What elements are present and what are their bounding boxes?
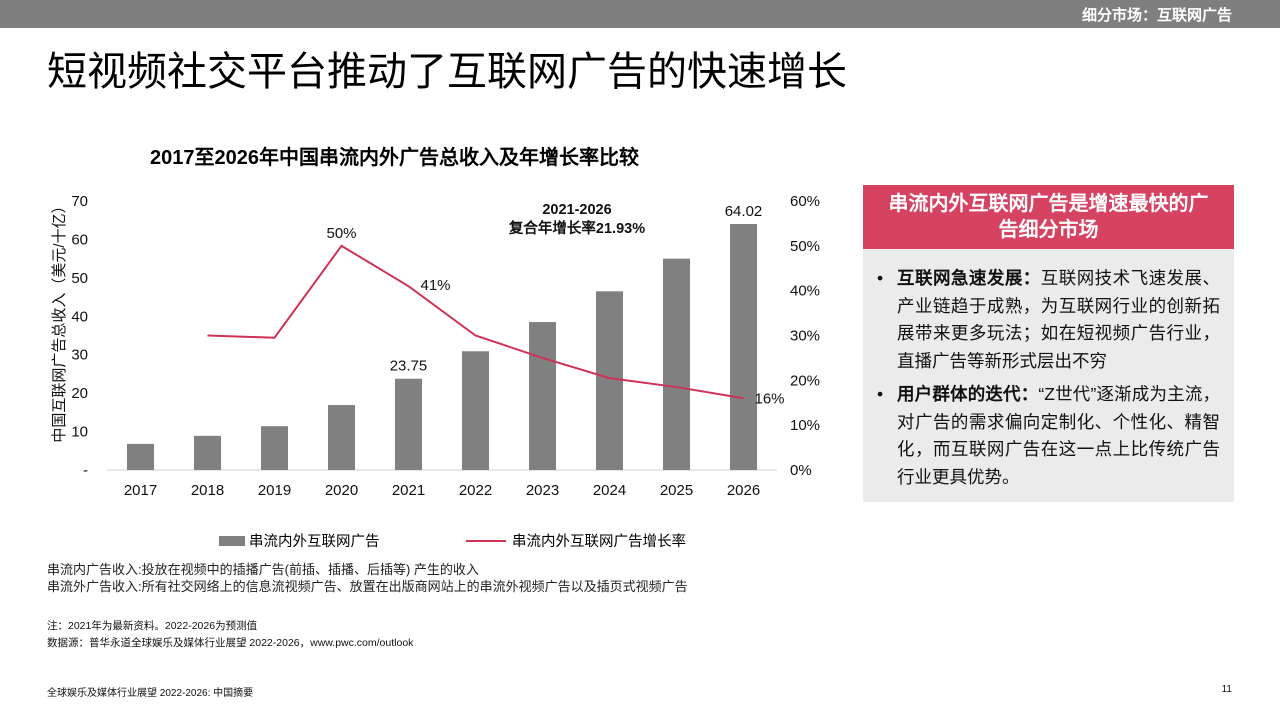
note-forecast: 注：2021年为最新资料。2022-2026为预测值 [47, 620, 258, 632]
x-tick-label: 2024 [593, 482, 626, 499]
combo-chart: - 10 20 30 40 50 60 70 0% 10% 20% 30% 40% 50% 60% 中国互联网… [51, 193, 820, 499]
y-right-tick-label: 0% [790, 462, 812, 479]
note-source: 数据源：普华永道全球娱乐及媒体行业展望 2022-2026，www.pwc.co… [47, 637, 414, 649]
line-data-label: 50% [326, 225, 356, 242]
notes: 注：2021年为最新资料。2022-2026为预测值 数据源：普华永道全球娱乐及… [47, 618, 413, 652]
bar [529, 322, 556, 470]
y-right-tick-label: 50% [790, 238, 820, 255]
definition-in-stream: 串流内广告收入:投放在视频中的插播广告(前插、插播、后插等) 产生的收入 [47, 562, 479, 577]
panel-item-lead: 用户群体的迭代： [897, 384, 1039, 404]
y-left-tick-label: 50 [71, 270, 88, 287]
y-left-tick-label: 40 [71, 308, 88, 325]
bullet-icon: • [877, 268, 884, 288]
cagr-annotation-period: 2021-2026 [542, 202, 611, 218]
line-data-label: 41% [421, 277, 451, 294]
bar-data-label: 64.02 [725, 203, 763, 220]
x-tick-label: 2017 [124, 482, 157, 499]
legend-bar-label: 串流内外互联网广告 [249, 534, 380, 550]
y-right-tick-label: 30% [790, 328, 820, 345]
top-bar: 细分市场：互联网广告 [0, 0, 1280, 28]
panel-header: 串流内外互联网广告是增速最快的广告细分市场 [863, 185, 1234, 249]
y-right-tick-label: 10% [790, 417, 820, 434]
x-tick-label: 2023 [526, 482, 559, 499]
bar [730, 223, 757, 470]
chart-legend: 串流内外互联网广告 串流内外互联网广告增长率 [0, 530, 1280, 552]
insight-panel: 串流内外互联网广告是增速最快的广告细分市场 • 互联网急速发展：互联网技术飞速发展… [863, 185, 1234, 502]
legend-item-bars: 串流内外互联网广告 [219, 530, 380, 551]
y-right-tick-label: 60% [790, 193, 820, 210]
x-tick-label: 2019 [258, 482, 291, 499]
bar [194, 435, 221, 470]
page-title: 短视频社交平台推动了互联网广告的快速增长 [47, 49, 847, 95]
legend-line-swatch [466, 539, 506, 542]
bullet-icon: • [877, 384, 884, 404]
growth-rate-line [207, 244, 744, 400]
legend-line-label: 串流内外互联网广告增长率 [512, 534, 686, 550]
definitions: 串流内广告收入:投放在视频中的插播广告(前插、插播、后插等) 产生的收入 串流外… [47, 561, 688, 595]
bar [395, 378, 422, 470]
page-number: 11 [1221, 684, 1232, 695]
x-tick-label: 2020 [325, 482, 358, 499]
line-data-label: 16% [755, 390, 785, 407]
definition-out-stream: 串流外广告收入:所有社交网络上的信息流视频广告、放置在出版商网站上的串流外视频广… [47, 579, 688, 594]
bar [127, 443, 154, 470]
x-tick-label: 2025 [660, 482, 693, 499]
section-label: 细分市场：互联网广告 [1081, 7, 1232, 24]
chart-title: 2017至2026年中国串流内外广告总收入及年增长率比较 [150, 147, 639, 169]
bar [261, 426, 288, 470]
legend-bar-swatch [219, 535, 245, 546]
y-left-tick-label: 60 [71, 231, 88, 248]
y-left-tick-label: 20 [71, 385, 88, 402]
y-right-tick-label: 40% [790, 283, 820, 300]
panel-item-text: “Z世代”逐渐成为主流，对广告的需求偏向定制化、个性化、精智化，而互联网广告在这… [897, 384, 1220, 487]
cagr-annotation-value: 复合年增长率21.93% [508, 219, 645, 237]
panel-item: • 用户群体的迭代：“Z世代”逐渐成为主流，对广告的需求偏向定制化、个性化、精智化… [875, 381, 1220, 491]
bar [328, 405, 355, 470]
bar-data-label: 23.75 [390, 358, 428, 375]
x-tick-label: 2022 [459, 482, 492, 499]
panel-item-lead: 互联网急速发展： [897, 268, 1041, 288]
panel-list: • 互联网急速发展：互联网技术飞速发展、产业链趋于成熟，为互联网行业的创新拓展带来… [863, 249, 1234, 491]
x-tick-label: 2018 [191, 482, 224, 499]
bar [596, 291, 623, 470]
legend-item-line: 串流内外互联网广告增长率 [466, 530, 686, 551]
y-right-tick-label: 20% [790, 372, 820, 389]
bar [663, 258, 690, 470]
x-tick-label: 2021 [392, 482, 425, 499]
y-left-tick-label: - [83, 462, 88, 479]
y-left-tick-label: 30 [71, 347, 88, 364]
footer-publication: 全球娱乐及媒体行业展望 2022-2026: 中国摘要 [47, 688, 254, 699]
y-left-tick-label: 70 [71, 193, 88, 210]
x-tick-label: 2026 [727, 482, 760, 499]
y-left-tick-label: 10 [71, 424, 88, 441]
bar [462, 351, 489, 470]
panel-item-text: 互联网技术飞速发展、产业链趋于成熟，为互联网行业的创新拓展带来更多玩法；如在短视… [897, 268, 1221, 371]
panel-item: • 互联网急速发展：互联网技术飞速发展、产业链趋于成熟，为互联网行业的创新拓展带来… [875, 265, 1220, 375]
y-left-axis-label: 中国互联网广告总收入（美元/十亿） [51, 198, 68, 442]
